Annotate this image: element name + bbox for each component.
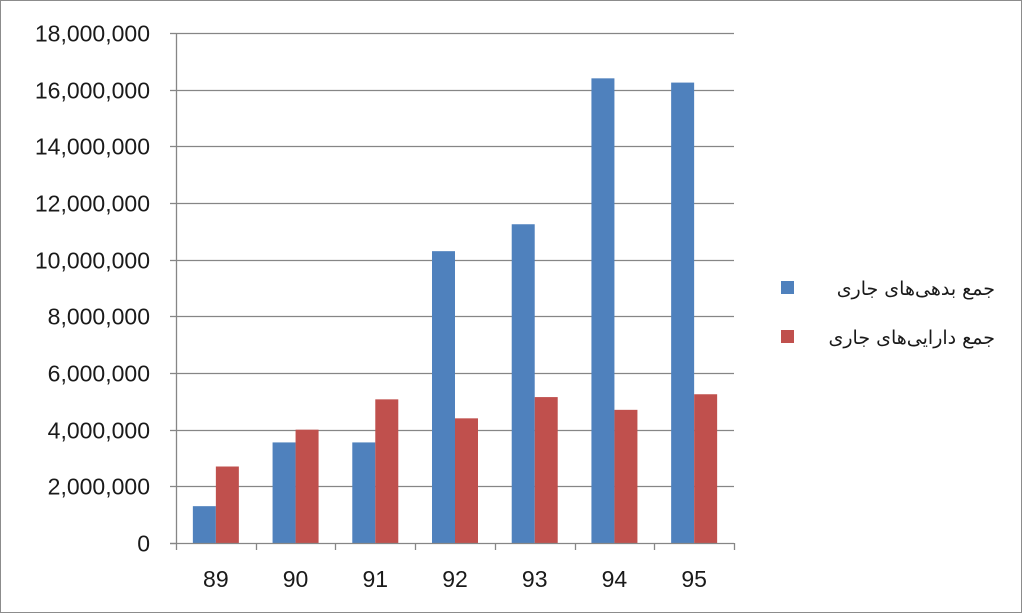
x-tick-label: 93 <box>522 566 548 592</box>
legend-swatch <box>781 281 794 294</box>
bar-assets-91 <box>375 399 399 543</box>
bar-assets-95 <box>694 394 718 543</box>
bar-liabilities-95 <box>671 82 695 543</box>
y-tick-label: 12,000,000 <box>35 191 150 217</box>
y-tick-label: 8,000,000 <box>48 304 150 330</box>
x-tick-label: 89 <box>203 566 229 592</box>
bar-assets-89 <box>215 466 239 543</box>
x-tick-labels: 89 90 91 92 93 94 95 <box>203 566 707 592</box>
x-tick-label: 94 <box>602 566 628 592</box>
bar-assets-94 <box>614 409 638 543</box>
x-tick-label: 91 <box>362 566 388 592</box>
x-tick-label: 90 <box>283 566 309 592</box>
x-tick-label: 92 <box>442 566 468 592</box>
legend-label: جمع دارایی‌های جاری <box>828 327 995 349</box>
axes <box>170 32 736 550</box>
y-tick-label: 2,000,000 <box>48 474 150 500</box>
y-tick-label: 4,000,000 <box>48 418 150 444</box>
gridlines <box>176 32 734 488</box>
y-tick-label: 10,000,000 <box>35 248 150 274</box>
legend-label: جمع بدهی‌های جاری <box>837 278 995 300</box>
legend: جمع بدهی‌های جاری جمع دارایی‌های جاری <box>781 278 995 349</box>
bar-liabilities-93 <box>511 224 535 543</box>
bar-assets-93 <box>534 397 558 543</box>
y-tick-labels: 0 2,000,000 4,000,000 6,000,000 8,000,000 10,… <box>35 21 150 557</box>
y-tick-label: 16,000,000 <box>35 78 150 104</box>
y-tick-label: 0 <box>137 531 150 557</box>
bars <box>192 78 718 543</box>
legend-swatch <box>781 330 794 343</box>
bar-liabilities-90 <box>272 442 296 543</box>
bar-assets-92 <box>455 418 478 543</box>
y-tick-label: 6,000,000 <box>48 361 150 387</box>
bar-assets-90 <box>295 429 319 543</box>
bar-liabilities-91 <box>352 442 376 543</box>
bar-liabilities-94 <box>591 78 615 543</box>
x-tick-label: 95 <box>681 566 707 592</box>
y-tick-label: 14,000,000 <box>35 134 150 160</box>
bar-liabilities-89 <box>192 506 216 543</box>
y-tick-label: 18,000,000 <box>35 21 150 47</box>
bar-liabilities-92 <box>432 251 455 543</box>
